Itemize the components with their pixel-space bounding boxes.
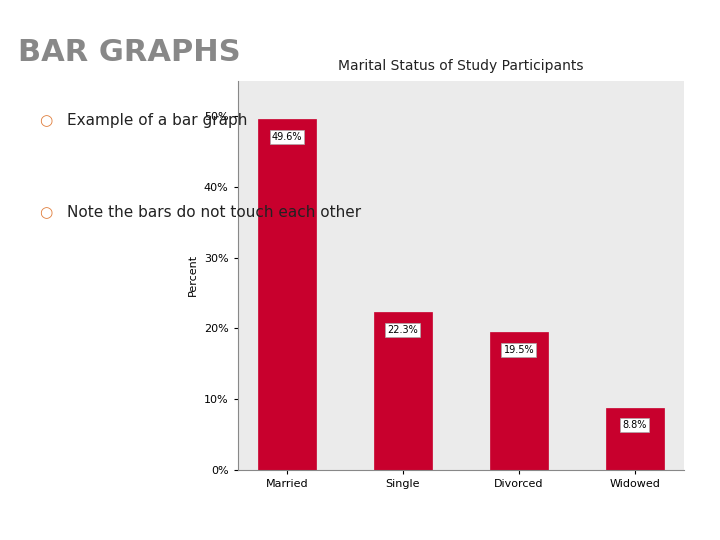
Text: 8.8%: 8.8%: [623, 420, 647, 430]
Text: 22.3%: 22.3%: [387, 325, 418, 335]
Text: 19.5%: 19.5%: [503, 345, 534, 355]
Bar: [374, 312, 432, 470]
Text: ○: ○: [40, 113, 53, 129]
Y-axis label: Percent: Percent: [188, 254, 198, 296]
Text: Note the bars do not touch each other: Note the bars do not touch each other: [67, 205, 361, 220]
Text: BAR GRAPHS: BAR GRAPHS: [18, 38, 240, 67]
Bar: [490, 332, 548, 470]
Bar: [258, 119, 316, 470]
Text: ○: ○: [40, 205, 53, 220]
Text: Example of a bar graph: Example of a bar graph: [67, 113, 248, 129]
Bar: [606, 408, 664, 470]
Title: Marital Status of Study Participants: Marital Status of Study Participants: [338, 59, 583, 73]
Text: 49.6%: 49.6%: [271, 132, 302, 142]
